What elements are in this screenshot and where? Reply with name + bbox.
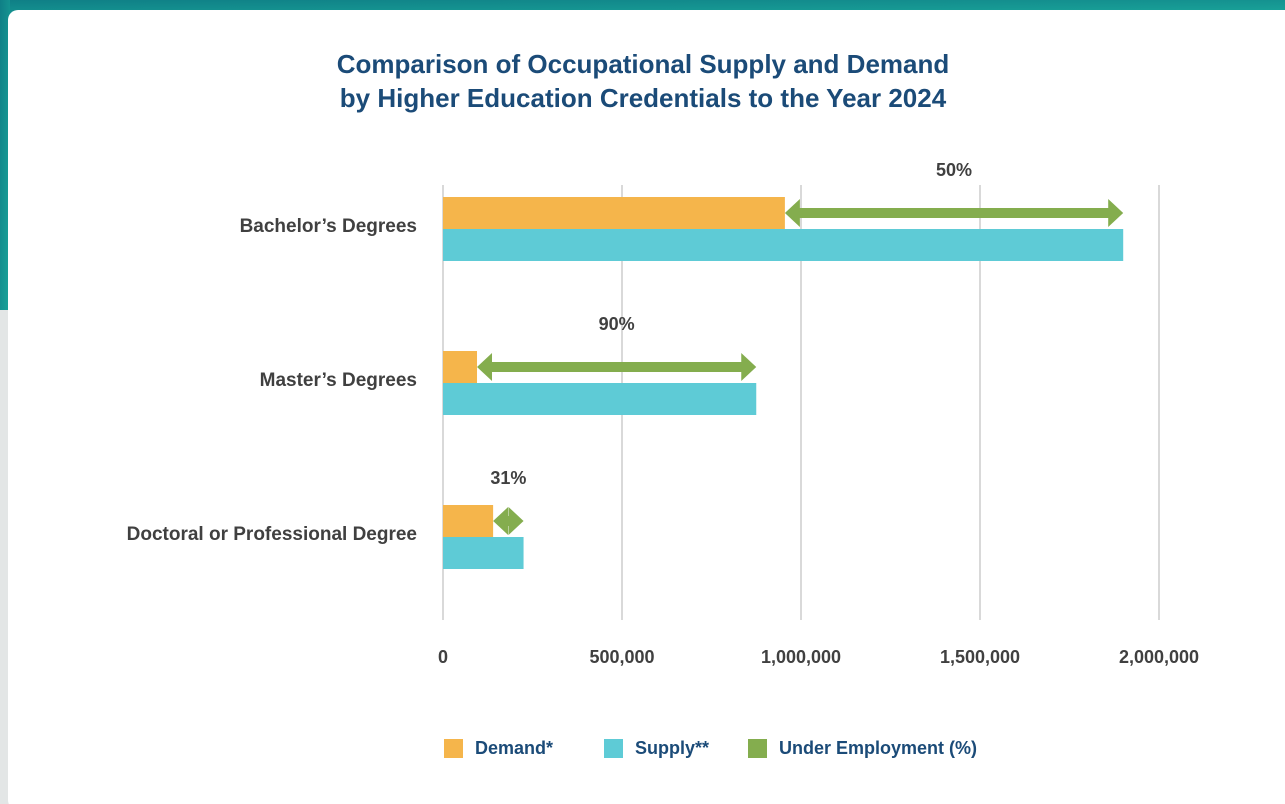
x-tick-label: 2,000,000	[1119, 647, 1199, 667]
under-employment-arrow	[784, 199, 1124, 227]
bar	[443, 537, 524, 569]
chart-title: Comparison of Occupational Supply and De…	[337, 49, 950, 79]
legend-label: Under Employment (%)	[779, 738, 977, 758]
under-employment-arrow	[493, 507, 524, 535]
x-tick-label: 1,500,000	[940, 647, 1020, 667]
data-label: 50%	[936, 160, 972, 180]
under-employment-arrow	[477, 353, 757, 381]
legend-label: Supply**	[635, 738, 709, 758]
legend-swatch	[748, 739, 767, 758]
bar	[443, 351, 478, 383]
bar	[443, 197, 785, 229]
legend-swatch	[604, 739, 623, 758]
chart-title: by Higher Education Credentials to the Y…	[340, 83, 947, 113]
category-label: Doctoral or Professional Degree	[127, 524, 417, 545]
bar	[443, 505, 494, 537]
category-label: Bachelor’s Degrees	[240, 216, 417, 237]
x-tick-label: 0	[438, 647, 448, 667]
legend-swatch	[444, 739, 463, 758]
legend-label: Demand*	[475, 738, 553, 758]
x-tick-label: 500,000	[589, 647, 654, 667]
data-label: 31%	[490, 468, 526, 488]
x-tick-label: 1,000,000	[761, 647, 841, 667]
category-label: Master’s Degrees	[260, 370, 417, 391]
bar	[443, 383, 757, 415]
data-label: 90%	[599, 314, 635, 334]
left-band	[0, 0, 10, 310]
bar	[443, 229, 1124, 261]
